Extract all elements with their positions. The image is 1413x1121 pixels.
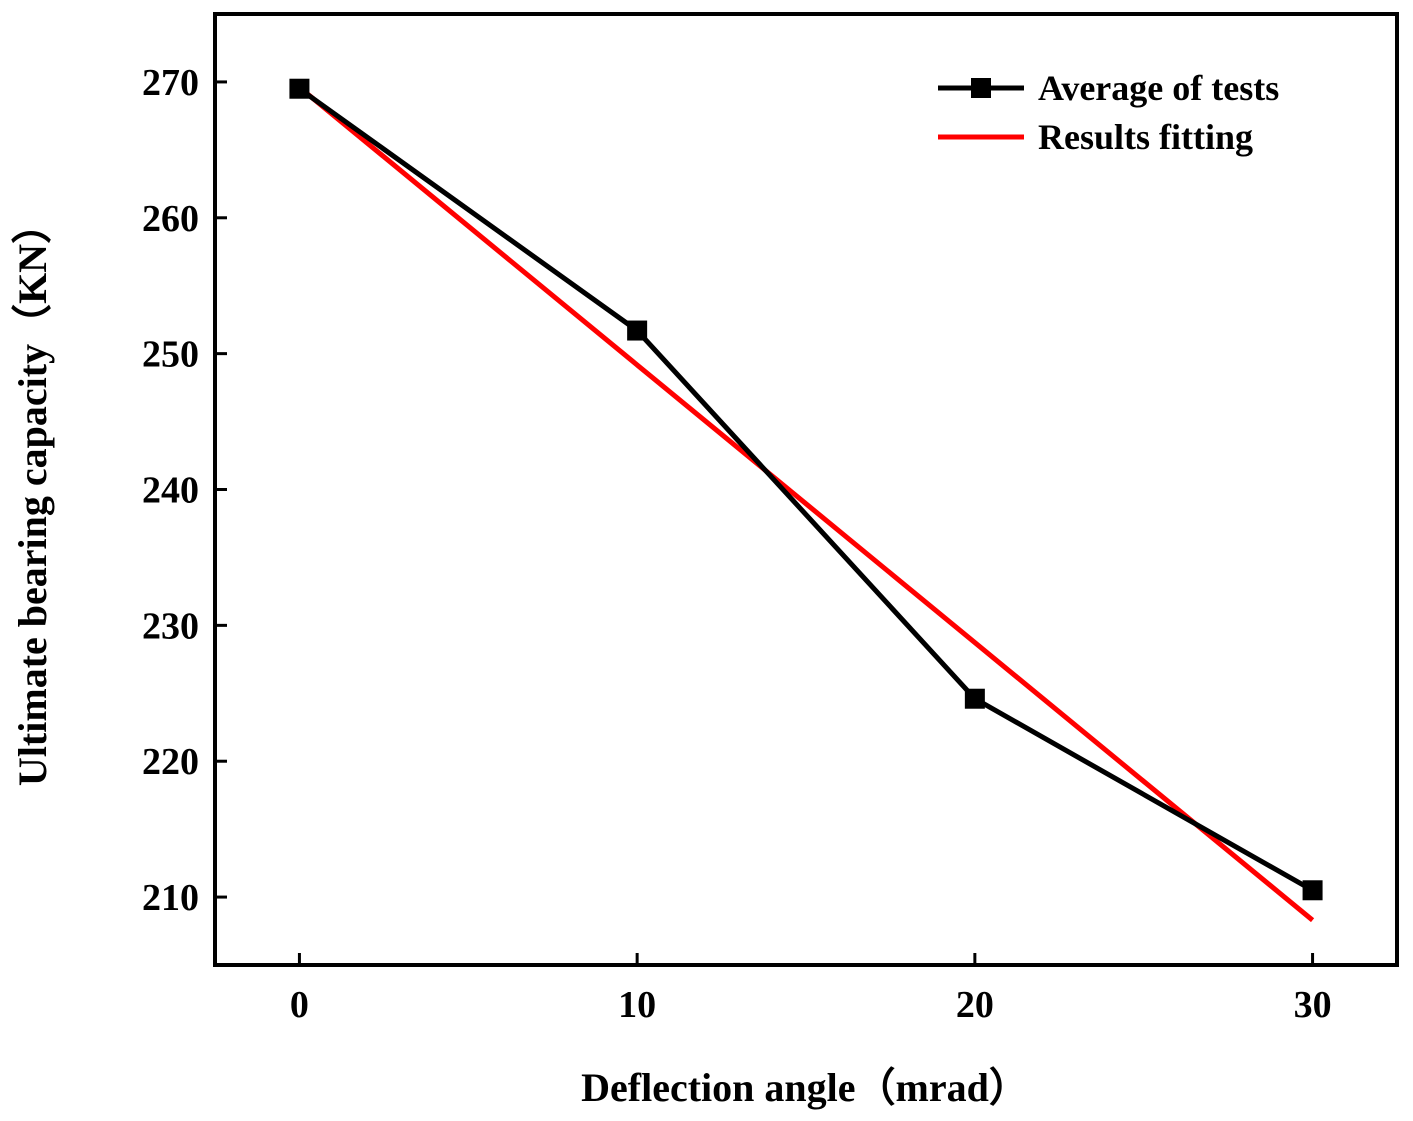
y-tick-label: 240 [142, 470, 199, 512]
data-point-marker [1302, 880, 1323, 901]
y-tick-label: 250 [142, 334, 199, 376]
y-tick-label: 270 [142, 62, 199, 104]
x-axis-ticks: 0 10 20 30 [290, 953, 1332, 1026]
data-point-marker [627, 320, 648, 341]
x-tick-label: 10 [618, 984, 656, 1026]
x-axis-title: Deflection angle（mrad） [581, 1065, 1029, 1110]
y-tick-label: 260 [142, 198, 199, 240]
y-tick-label: 210 [142, 877, 199, 919]
y-axis-title: Ultimate bearing capacity（KN） [10, 204, 55, 786]
x-tick-label: 30 [1294, 984, 1332, 1026]
y-tick-label: 220 [142, 741, 199, 783]
x-tick-label: 0 [290, 984, 309, 1026]
legend: Average of tests Results fitting [938, 68, 1279, 157]
series-line-results-fitting [297, 85, 1315, 923]
data-point-marker [964, 688, 985, 709]
series-layer [289, 78, 1323, 923]
legend-swatch-marker [971, 78, 991, 98]
x-tick-label: 20 [956, 984, 994, 1026]
y-axis-ticks: 210 220 230 240 250 260 270 [142, 62, 227, 919]
legend-label: Results fitting [1038, 117, 1253, 157]
data-point-marker [289, 78, 310, 99]
y-tick-label: 230 [142, 605, 199, 647]
legend-label: Average of tests [1038, 68, 1279, 108]
series-line-average-of-tests [297, 86, 1314, 893]
